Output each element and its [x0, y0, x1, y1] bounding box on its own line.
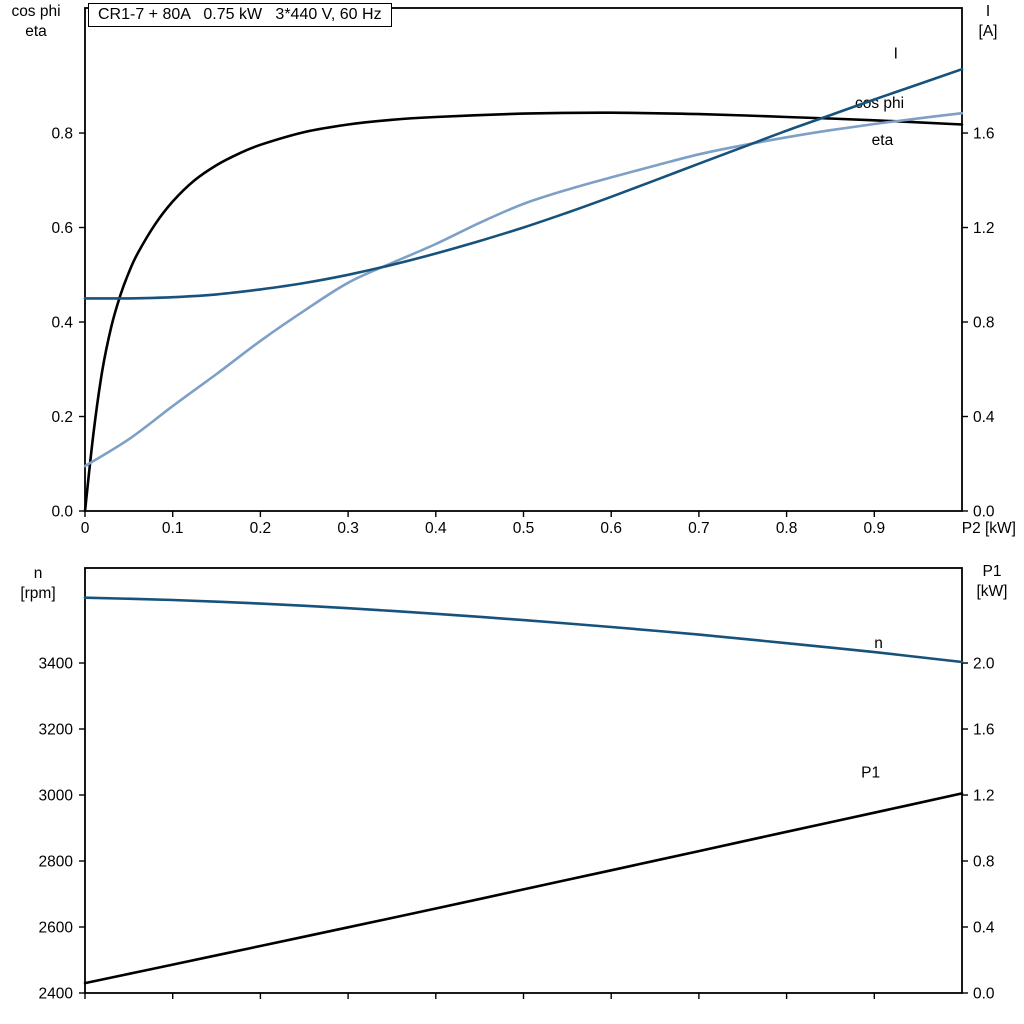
left-tick-label: 0.6	[51, 220, 73, 237]
curve-label-n: n	[874, 635, 883, 652]
x-tick-label: 0.5	[513, 520, 535, 537]
right-tick-label: 1.2	[973, 220, 995, 237]
right-axis-title-p1-unit: [kW]	[976, 583, 1008, 600]
right-tick-label: 0.0	[973, 504, 995, 521]
bottom-chart-right-axis-title: P1 [kW]	[959, 562, 1024, 602]
left-axis-title-eta: eta	[25, 23, 47, 40]
left-tick-label: 0.2	[51, 409, 73, 426]
right-axis-title-p1: P1	[982, 563, 1002, 580]
x-tick-label: 0.2	[250, 520, 272, 537]
curve-label-eta: eta	[872, 132, 894, 149]
chart-title-box: CR1-7 + 80A 0.75 kW 3*440 V, 60 Hz	[88, 3, 392, 27]
bottom-chart-left-axis-title: n [rpm]	[5, 564, 71, 604]
series-n	[83, 596, 964, 664]
top-chart-right-axis-title: I [A]	[955, 2, 1021, 42]
series-P1	[83, 792, 964, 985]
right-axis-title-current-unit: [A]	[978, 23, 998, 40]
top-chart: 0.0 0.2 0.4 0.6 0.8 0.0 0.4 0.8 1.2 1.6 0 0.1 0.2 0.3…	[51, 7, 1016, 537]
x-tick-label: 0	[81, 520, 90, 537]
left-tick-label: 2400	[39, 986, 74, 1003]
x-tick-label: 0.8	[776, 520, 798, 537]
plot-border	[84, 7, 963, 512]
right-tick-label: 1.2	[973, 788, 995, 805]
left-tick-label: 2600	[39, 920, 74, 937]
x-tick-label: 0.1	[162, 520, 184, 537]
right-tick-label: 1.6	[973, 126, 995, 143]
left-axis-title-speed: n	[33, 565, 43, 582]
x-axis-title: P2 [kW]	[962, 520, 1016, 537]
x-tick-label: 0.6	[600, 520, 622, 537]
right-tick-label: 1.6	[973, 722, 995, 739]
series-I	[83, 67, 964, 300]
plot-border	[84, 567, 963, 994]
series-cos-phi	[83, 111, 964, 468]
top-chart-left-axis-title: cos phi eta	[3, 2, 69, 42]
x-tick-label: 0.4	[425, 520, 447, 537]
x-tick-label: 0.7	[688, 520, 710, 537]
x-tick-label: 0.3	[337, 520, 359, 537]
left-tick-label: 3400	[39, 656, 74, 673]
left-tick-label: 0.0	[51, 504, 73, 521]
right-tick-label: 0.8	[973, 315, 995, 332]
left-tick-label: 3000	[39, 788, 74, 805]
right-tick-label: 0.8	[973, 854, 995, 871]
curve-label-P1: P1	[861, 765, 880, 782]
curve-label-I: I	[894, 46, 898, 63]
left-axis-title-speed-unit: [rpm]	[20, 585, 56, 602]
left-tick-label: 2800	[39, 854, 74, 871]
x-tick-label: 0.9	[864, 520, 886, 537]
right-axis-title-current: I	[985, 3, 991, 20]
left-axis-title-cos-phi: cos phi	[11, 3, 61, 20]
right-tick-label: 0.4	[973, 409, 995, 426]
left-tick-label: 0.8	[51, 126, 73, 143]
right-tick-label: 2.0	[973, 656, 995, 673]
right-tick-label: 0.4	[973, 920, 995, 937]
curve-label-cos-phi: cos phi	[855, 95, 904, 112]
series-eta	[83, 111, 964, 513]
left-tick-label: 3200	[39, 722, 74, 739]
right-tick-label: 0.0	[973, 986, 995, 1003]
left-tick-label: 0.4	[51, 315, 73, 332]
bottom-chart: 2400 2600 2800 3000 3200 3400 0.0 0.4 0.8 1.2 1.6 2…	[39, 567, 995, 1003]
